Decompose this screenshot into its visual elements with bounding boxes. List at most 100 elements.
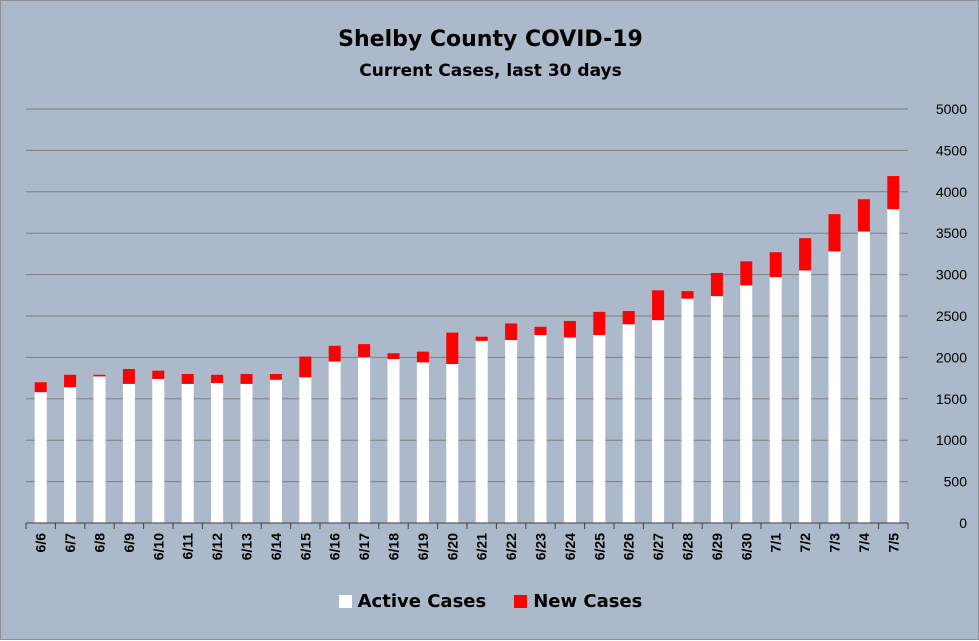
y-tick-label: 3500 — [936, 225, 967, 241]
bar-active-cases — [181, 383, 194, 523]
legend: Active Cases New Cases — [1, 591, 979, 612]
bar-new-cases — [299, 356, 312, 378]
bar-new-cases — [269, 373, 282, 380]
bar-new-cases — [181, 373, 194, 384]
x-tick-label: 6/28 — [680, 533, 696, 560]
x-tick-label: 6/29 — [709, 533, 725, 560]
bar-new-cases — [799, 238, 812, 271]
bar-active-cases — [740, 285, 753, 523]
bar-active-cases — [299, 377, 312, 523]
y-tick-label: 3000 — [936, 267, 967, 283]
x-tick-label: 7/3 — [827, 533, 843, 553]
bar-new-cases — [652, 290, 665, 321]
bar-active-cases — [122, 383, 135, 523]
y-tick-label: 4500 — [936, 142, 967, 158]
bar-active-cases — [857, 231, 870, 523]
x-tick-label: 6/15 — [297, 533, 313, 560]
legend-swatch-active — [338, 595, 352, 608]
x-tick-label: 7/1 — [768, 533, 784, 553]
bars — [34, 176, 900, 524]
bar-active-cases — [563, 337, 576, 523]
x-tick-label: 6/30 — [738, 533, 754, 560]
bar-new-cases — [152, 370, 165, 379]
x-tick-label: 6/22 — [503, 533, 519, 560]
legend-swatch-new — [514, 595, 528, 608]
x-tick-label: 6/24 — [562, 533, 578, 560]
bar-active-cases — [681, 298, 694, 523]
x-tick-label: 6/13 — [239, 533, 255, 560]
x-tick-label: 6/14 — [268, 533, 284, 560]
bar-new-cases — [475, 336, 488, 341]
bar-active-cases — [534, 335, 547, 523]
bar-active-cases — [387, 359, 400, 523]
bar-active-cases — [475, 340, 488, 523]
bar-active-cases — [240, 383, 253, 523]
y-tick-label: 2500 — [936, 308, 967, 324]
bar-new-cases — [857, 199, 870, 232]
bar-active-cases — [93, 376, 106, 523]
x-tick-label: 6/7 — [62, 533, 78, 553]
bar-new-cases — [740, 261, 753, 286]
y-tick-label: 4000 — [936, 184, 967, 200]
bar-active-cases — [622, 324, 635, 523]
bar-new-cases — [593, 311, 606, 336]
x-tick-label: 6/27 — [650, 533, 666, 560]
y-tick-label: 500 — [944, 474, 968, 490]
x-tick-label: 7/4 — [856, 533, 872, 553]
bar-active-cases — [64, 387, 77, 523]
bar-active-cases — [887, 209, 900, 524]
x-tick-label: 6/16 — [327, 533, 343, 560]
bar-new-cases — [387, 353, 400, 360]
x-tick-label: 6/10 — [150, 533, 166, 560]
x-tick-label: 6/26 — [621, 533, 637, 560]
bar-new-cases — [416, 351, 429, 363]
x-tick-label: 6/6 — [33, 533, 49, 553]
bar-new-cases — [534, 326, 547, 336]
bar-active-cases — [769, 277, 782, 523]
bar-active-cases — [328, 361, 341, 523]
bar-active-cases — [828, 251, 841, 523]
x-tick-label: 6/19 — [415, 533, 431, 560]
bar-new-cases — [64, 374, 77, 388]
y-tick-label: 2000 — [936, 349, 967, 365]
bar-active-cases — [34, 392, 47, 523]
y-tick-label: 1500 — [936, 391, 967, 407]
bar-new-cases — [446, 332, 459, 365]
x-tick-label: 6/21 — [474, 533, 490, 560]
legend-item-new: New Cases — [514, 591, 642, 612]
bar-new-cases — [563, 320, 576, 338]
x-tick-label: 6/20 — [444, 533, 460, 560]
x-tick-label: 6/9 — [121, 533, 137, 553]
chart-subtitle: Current Cases, last 30 days — [359, 61, 622, 81]
y-tick-label: 1000 — [936, 432, 967, 448]
bar-active-cases — [211, 383, 224, 523]
x-tick-label: 7/5 — [885, 533, 901, 553]
bar-new-cases — [622, 311, 635, 325]
bar-new-cases — [769, 252, 782, 278]
legend-label-active: Active Cases — [357, 591, 487, 612]
axes: 0 500 1000 1500 2000 2500 3000 3500 4000 4500 5000… — [25, 101, 968, 560]
chart-title: Shelby County COVID-19 — [338, 27, 643, 52]
y-tick-label: 5000 — [936, 101, 967, 117]
x-tick-label: 6/12 — [209, 533, 225, 560]
x-tick-label: 6/8 — [92, 533, 108, 553]
bar-active-cases — [446, 364, 459, 523]
y-tick-label: 0 — [959, 515, 967, 531]
bar-new-cases — [328, 345, 341, 362]
x-tick-label: 6/17 — [356, 533, 372, 560]
bar-new-cases — [122, 368, 135, 384]
bar-new-cases — [828, 214, 841, 252]
bar-new-cases — [93, 374, 106, 377]
bar-new-cases — [681, 291, 694, 299]
bar-active-cases — [358, 357, 371, 523]
bar-new-cases — [211, 374, 224, 384]
bar-new-cases — [505, 323, 518, 341]
bar-active-cases — [593, 335, 606, 523]
bar-active-cases — [799, 270, 812, 523]
gridlines — [26, 108, 908, 483]
bar-active-cases — [710, 296, 723, 523]
bar-new-cases — [34, 382, 47, 393]
bar-new-cases — [887, 176, 900, 210]
bar-new-cases — [710, 272, 723, 297]
